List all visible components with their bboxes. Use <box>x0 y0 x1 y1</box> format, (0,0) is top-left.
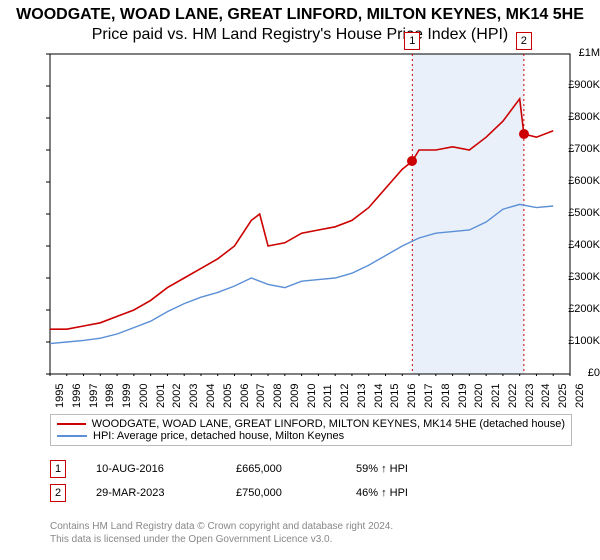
x-tick-label: 2015 <box>389 384 401 408</box>
legend-item: HPI: Average price, detached house, Milt… <box>57 430 565 442</box>
x-tick-label: 2018 <box>440 384 452 408</box>
legend-swatch <box>57 435 87 437</box>
figure: WOODGATE, WOAD LANE, GREAT LINFORD, MILT… <box>0 0 600 560</box>
legend-label: HPI: Average price, detached house, Milt… <box>93 430 344 442</box>
x-tick-label: 2003 <box>188 384 200 408</box>
x-tick-label: 2016 <box>406 384 418 408</box>
x-tick-label: 2026 <box>574 384 586 408</box>
footer-line1: Contains HM Land Registry data © Crown c… <box>50 520 393 533</box>
x-tick-label: 2009 <box>289 384 301 408</box>
x-tick-label: 2011 <box>322 384 334 408</box>
sale-row: 1 10-AUG-2016 £665,000 59% ↑ HPI <box>50 460 408 478</box>
x-tick-label: 2023 <box>524 384 536 408</box>
x-tick-label: 2017 <box>423 384 435 408</box>
legend-item: WOODGATE, WOAD LANE, GREAT LINFORD, MILT… <box>57 418 565 430</box>
x-tick-label: 2005 <box>222 384 234 408</box>
x-tick-label: 2000 <box>138 384 150 408</box>
x-tick-label: 1997 <box>88 384 100 408</box>
x-tick-label: 1999 <box>121 384 133 408</box>
x-tick-label: 2012 <box>339 384 351 408</box>
sale-date: 29-MAR-2023 <box>96 487 206 499</box>
x-tick-label: 2007 <box>255 384 267 408</box>
sale-delta: 46% ↑ HPI <box>356 487 408 499</box>
sale-row: 2 29-MAR-2023 £750,000 46% ↑ HPI <box>50 484 408 502</box>
sale-marker-dot <box>519 129 529 139</box>
x-tick-label: 2025 <box>557 384 569 408</box>
x-tick-label: 1996 <box>71 384 83 408</box>
line-chart <box>0 0 600 376</box>
x-tick-label: 2019 <box>457 384 469 408</box>
sale-index-box: 1 <box>50 460 66 478</box>
x-tick-label: 1998 <box>104 384 116 408</box>
x-tick-label: 2008 <box>272 384 284 408</box>
sale-date: 10-AUG-2016 <box>96 463 206 475</box>
x-tick-label: 2006 <box>239 384 251 408</box>
x-tick-label: 2001 <box>155 384 167 408</box>
sale-marker-box: 2 <box>516 32 532 50</box>
legend: WOODGATE, WOAD LANE, GREAT LINFORD, MILT… <box>50 414 572 446</box>
sales-table: 1 10-AUG-2016 £665,000 59% ↑ HPI 2 29-MAR-202… <box>50 460 408 508</box>
sale-price: £665,000 <box>236 463 326 475</box>
x-tick-label: 2024 <box>540 384 552 408</box>
footer-attribution: Contains HM Land Registry data © Crown c… <box>50 520 393 546</box>
x-tick-label: 2002 <box>171 384 183 408</box>
footer-line2: This data is licensed under the Open Gov… <box>50 533 393 546</box>
x-tick-label: 2013 <box>356 384 368 408</box>
legend-swatch <box>57 423 86 425</box>
sale-price: £750,000 <box>236 487 326 499</box>
x-tick-label: 2020 <box>473 384 485 408</box>
x-tick-label: 2004 <box>205 384 217 408</box>
sale-marker-box: 1 <box>404 32 420 50</box>
x-tick-label: 1995 <box>54 384 66 408</box>
legend-label: WOODGATE, WOAD LANE, GREAT LINFORD, MILT… <box>92 418 565 430</box>
sale-delta: 59% ↑ HPI <box>356 463 408 475</box>
sale-index-box: 2 <box>50 484 66 502</box>
x-tick-label: 2014 <box>373 384 385 408</box>
x-tick-label: 2021 <box>490 384 502 408</box>
x-tick-label: 2022 <box>507 384 519 408</box>
x-tick-label: 2010 <box>306 384 318 408</box>
